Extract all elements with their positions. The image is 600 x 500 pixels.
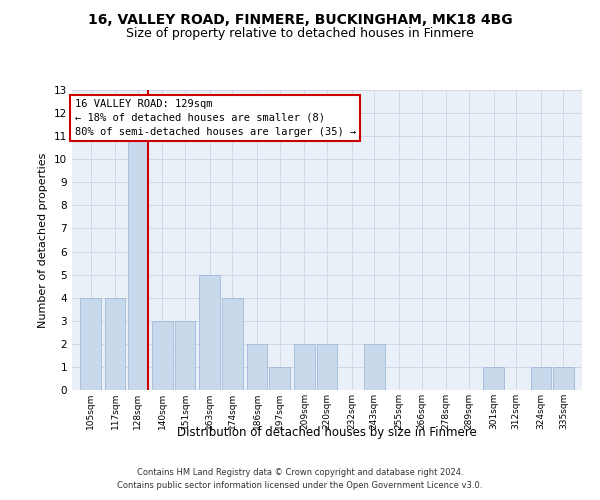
Text: Distribution of detached houses by size in Finmere: Distribution of detached houses by size … — [177, 426, 477, 439]
Bar — [199, 274, 220, 390]
Text: 16, VALLEY ROAD, FINMERE, BUCKINGHAM, MK18 4BG: 16, VALLEY ROAD, FINMERE, BUCKINGHAM, MK… — [88, 12, 512, 26]
Bar — [364, 344, 385, 390]
Text: Contains HM Land Registry data © Crown copyright and database right 2024.: Contains HM Land Registry data © Crown c… — [137, 468, 463, 477]
Bar — [128, 136, 148, 390]
Y-axis label: Number of detached properties: Number of detached properties — [38, 152, 49, 328]
Bar — [294, 344, 314, 390]
Bar — [105, 298, 125, 390]
Text: 16 VALLEY ROAD: 129sqm
← 18% of detached houses are smaller (8)
80% of semi-deta: 16 VALLEY ROAD: 129sqm ← 18% of detached… — [74, 99, 356, 137]
Bar — [530, 367, 551, 390]
Bar — [483, 367, 504, 390]
Bar — [317, 344, 337, 390]
Bar — [152, 321, 173, 390]
Bar — [80, 298, 101, 390]
Bar — [175, 321, 196, 390]
Bar — [222, 298, 242, 390]
Text: Contains public sector information licensed under the Open Government Licence v3: Contains public sector information licen… — [118, 482, 482, 490]
Bar — [269, 367, 290, 390]
Bar — [553, 367, 574, 390]
Bar — [247, 344, 268, 390]
Text: Size of property relative to detached houses in Finmere: Size of property relative to detached ho… — [126, 28, 474, 40]
